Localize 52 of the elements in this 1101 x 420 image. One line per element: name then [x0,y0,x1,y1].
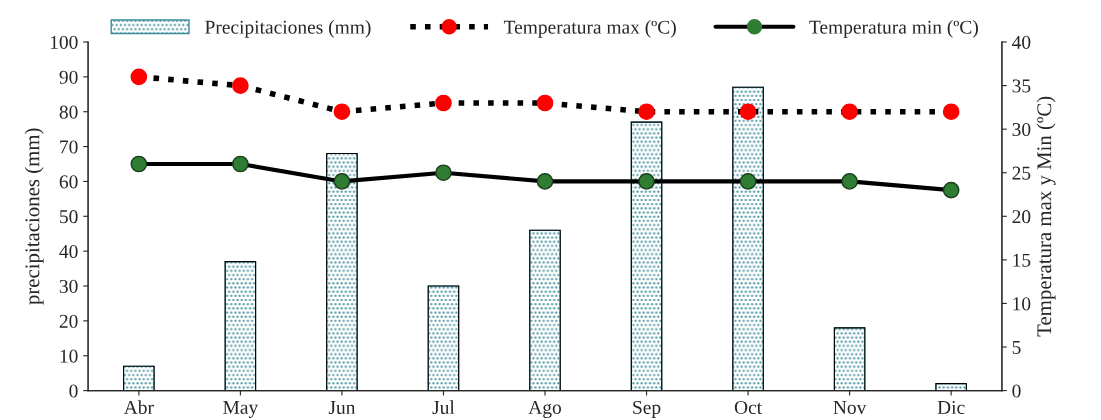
point [130,155,148,173]
x-tick-label: Jun [328,401,356,415]
legend-label: Precipitaciones (mm) [205,20,371,38]
y-tick-label: 100 [50,35,78,49]
y-tick-label: 30 [59,279,78,293]
y-axis-title: precipitaciones (mm) [24,128,44,305]
point [435,94,452,112]
point [130,68,148,86]
y2-tick-label: 20 [1012,210,1031,224]
point [841,173,858,190]
y2-tick-label: 40 [1012,35,1031,49]
x-tick-label: Nov [833,401,867,415]
x-tick-label: Sep [633,400,661,418]
y-tick-label: 80 [59,105,78,119]
y-tick-label: 70 [60,140,78,154]
y2-tick-label: 5 [1012,341,1021,354]
y-tick-label: 50 [60,210,78,224]
y2-tick-label: 10 [1013,297,1031,311]
point [232,155,249,173]
point [942,181,960,199]
point [333,103,351,121]
x-tick-label: Abr [123,400,154,415]
y-tick-label: 60 [59,175,78,189]
point [536,94,554,112]
point [435,164,452,182]
point [841,103,858,121]
point [333,173,351,190]
y-tick-label: 0 [69,384,78,398]
y-tick-label: 90 [59,70,78,84]
point [739,103,757,121]
point [739,173,757,190]
x-tick-label: Jul [432,400,455,415]
y2-tick-label: 0 [1012,384,1021,398]
y2-tick-label: 25 [1012,166,1031,180]
y-tick-label: 20 [59,314,78,328]
point [638,103,655,121]
point [638,173,655,190]
legend-label: Temperatura min (ºC) [809,20,978,38]
point [942,103,960,121]
y2-axis-title: Temperatura max y Min (ºC) [1036,96,1056,337]
x-tick-label: Dic [937,400,965,415]
y2-tick-label: 35 [1012,79,1031,93]
point [536,173,554,190]
y2-tick-label: 30 [1012,122,1031,137]
x-tick-label: May [223,401,259,418]
x-tick-label: Oct [734,400,762,415]
y-tick-label: 40 [59,244,78,259]
y2-tick-label: 15 [1013,253,1031,267]
y-tick-label: 10 [60,349,78,363]
legend-label: Temperatura max (ºC) [503,20,676,38]
point [232,77,249,94]
x-tick-label: Ago [528,400,561,418]
